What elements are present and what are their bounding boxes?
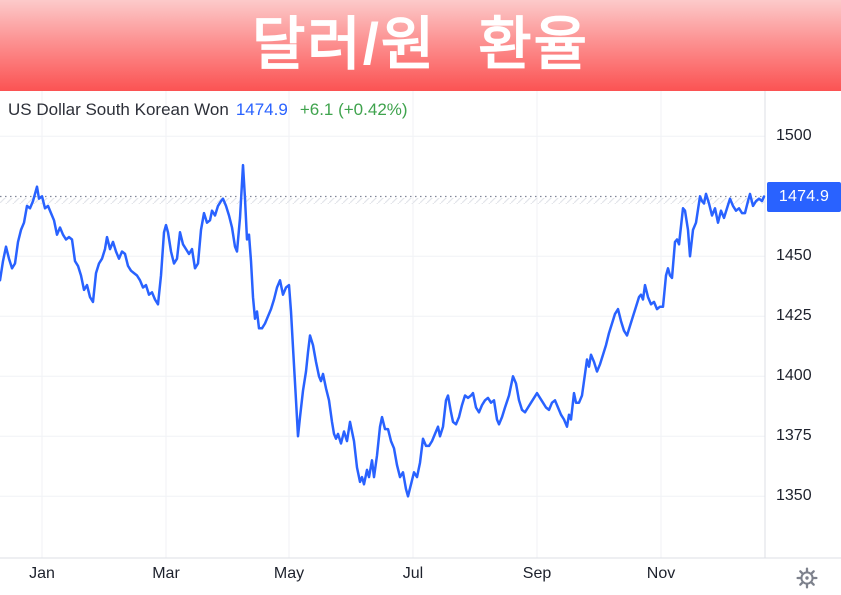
symbol-name: US Dollar South Korean Won <box>8 100 229 119</box>
gear-icon[interactable] <box>796 567 818 589</box>
chart-legend: US Dollar South Korean Won 1474.9 +6.1 (+0… <box>8 100 408 120</box>
y-axis-label: 1375 <box>776 427 812 444</box>
price-badge: 1474.9 <box>767 182 841 212</box>
page-banner: 달러/원 환율 <box>0 0 841 91</box>
y-axis-label: 1425 <box>776 307 812 324</box>
price-chart[interactable]: US Dollar South Korean Won 1474.9 +6.1 (+0… <box>0 91 841 595</box>
y-axis-label: 1450 <box>776 247 812 264</box>
y-axis-label: 1350 <box>776 487 812 504</box>
x-axis-label: Jul <box>402 565 424 582</box>
page-title: 달러/원 환율 <box>251 11 590 77</box>
price-line-series <box>0 163 766 498</box>
x-axis-label: Sep <box>522 565 552 582</box>
price-line-hatch <box>0 198 765 204</box>
x-axis-label: Nov <box>646 565 676 582</box>
y-axis-label: 1500 <box>776 127 812 144</box>
price-change: +6.1 (+0.42%) <box>299 100 408 119</box>
x-axis-label: May <box>273 565 305 582</box>
chart-plot-area[interactable] <box>0 91 841 595</box>
last-price: 1474.9 <box>235 100 288 119</box>
x-axis-label: Jan <box>29 565 55 582</box>
y-axis-label: 1400 <box>776 367 812 384</box>
x-axis-label: Mar <box>152 565 180 582</box>
